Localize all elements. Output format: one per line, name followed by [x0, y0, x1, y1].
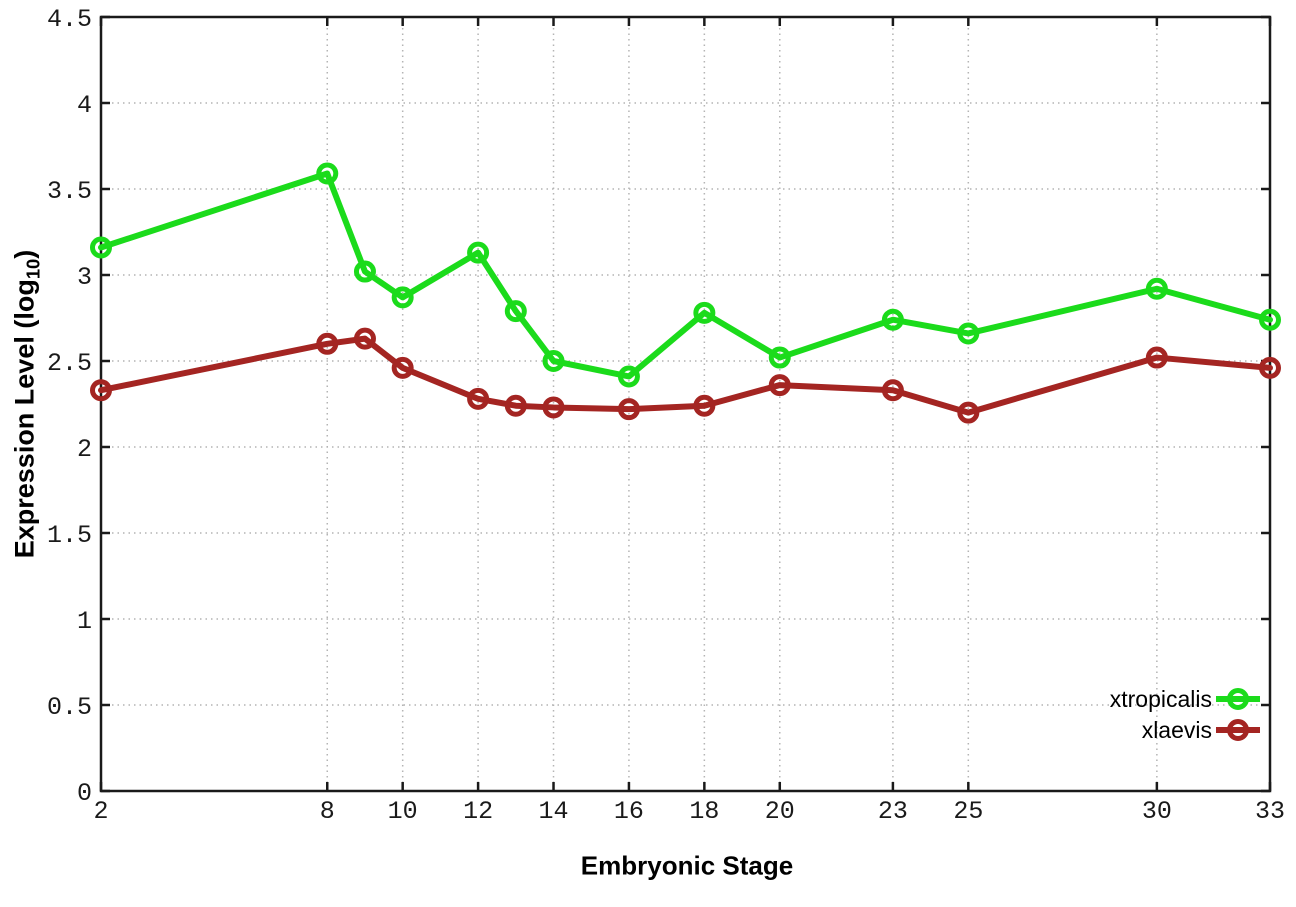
tick-label-y-0.5: 0.5 — [47, 693, 92, 722]
data-point-xlaevis-12 — [467, 387, 490, 410]
tick-label-y-2.5: 2.5 — [47, 349, 92, 378]
x-axis-title: Embryonic Stage — [580, 850, 794, 881]
data-point-xtropicalis-18 — [693, 301, 716, 324]
data-point-xlaevis-2 — [90, 379, 112, 402]
data-point-xtropicalis-33 — [1259, 308, 1281, 331]
data-point-xlaevis-20 — [768, 374, 791, 397]
tick-label-y-3.5: 3.5 — [47, 177, 92, 206]
data-point-xtropicalis-13 — [504, 300, 527, 323]
data-point-xtropicalis-23 — [881, 308, 904, 331]
data-point-xlaevis-18 — [693, 394, 716, 417]
tick-label-x-30: 30 — [1142, 797, 1172, 826]
tick-label-y-1: 1 — [77, 607, 92, 636]
tick-label-y-4: 4 — [77, 91, 92, 120]
tick-label-y-1.5: 1.5 — [47, 521, 92, 550]
tick-label-x-12: 12 — [463, 797, 493, 826]
tick-label-x-20: 20 — [765, 797, 795, 826]
data-point-xlaevis-30 — [1145, 346, 1168, 369]
legend-sample-marker-xlaevis — [1227, 719, 1249, 741]
data-point-xtropicalis-14 — [542, 350, 565, 372]
data-point-xtropicalis-25 — [957, 322, 980, 345]
tick-label-x-10: 10 — [388, 797, 418, 826]
y-axis-title-text: Expression Level (log — [9, 279, 40, 559]
tick-label-x-2: 2 — [93, 797, 108, 826]
data-point-xlaevis-14 — [542, 396, 565, 419]
tick-label-x-18: 18 — [689, 797, 719, 826]
data-point-xtropicalis-8 — [316, 162, 339, 185]
data-point-xlaevis-25 — [957, 401, 980, 424]
data-point-xtropicalis-9 — [353, 260, 376, 283]
data-point-xlaevis-10 — [391, 356, 414, 379]
data-point-xtropicalis-16 — [617, 365, 640, 388]
tick-label-x-33: 33 — [1255, 797, 1285, 826]
tick-label-y-0: 0 — [77, 779, 92, 808]
data-point-xtropicalis-10 — [391, 286, 414, 309]
legend-sample-marker-xtropicalis — [1227, 688, 1249, 710]
legend-label-xlaevis: xlaevis — [1142, 717, 1212, 743]
tick-label-y-4.5: 4.5 — [47, 5, 92, 34]
tick-label-y-2: 2 — [77, 435, 92, 464]
data-point-xlaevis-16 — [617, 398, 640, 421]
plot-border — [99, 15, 1272, 793]
tick-label-x-8: 8 — [320, 797, 335, 826]
data-point-xtropicalis-30 — [1145, 277, 1168, 300]
tick-label-x-14: 14 — [539, 797, 569, 826]
y-axis-title: Expression Level (log10) — [9, 250, 44, 559]
data-point-xtropicalis-2 — [90, 236, 112, 259]
tick-label-x-23: 23 — [878, 797, 908, 826]
tick-label-y-3: 3 — [77, 263, 92, 292]
data-point-xlaevis-13 — [504, 394, 527, 417]
data-point-xlaevis-9 — [353, 327, 376, 350]
tick-label-x-25: 25 — [953, 797, 983, 826]
data-point-xlaevis-33 — [1259, 356, 1281, 379]
data-point-xlaevis-23 — [881, 379, 904, 402]
tick-label-x-16: 16 — [614, 797, 644, 826]
data-point-xtropicalis-12 — [467, 241, 490, 264]
y-axis-title-close: ) — [9, 249, 40, 259]
legend-label-xtropicalis: xtropicalis — [1110, 686, 1212, 712]
series-line-xlaevis — [98, 335, 1273, 416]
data-point-xlaevis-8 — [316, 332, 339, 355]
y-axis-title-subscript: 10 — [22, 258, 44, 280]
data-point-xtropicalis-20 — [768, 346, 791, 369]
